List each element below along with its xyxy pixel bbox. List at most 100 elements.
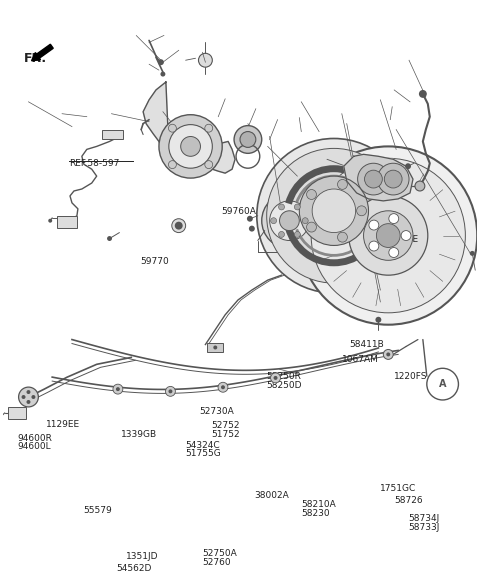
Text: FR.: FR.: [24, 52, 47, 65]
Text: 52760: 52760: [202, 558, 231, 567]
Circle shape: [307, 190, 316, 200]
Circle shape: [405, 163, 411, 169]
Circle shape: [337, 180, 348, 190]
Circle shape: [294, 204, 300, 210]
Circle shape: [300, 146, 477, 325]
Circle shape: [389, 214, 399, 224]
Circle shape: [384, 349, 393, 359]
Circle shape: [221, 385, 225, 389]
Circle shape: [168, 124, 176, 132]
Text: REF.58-597: REF.58-597: [69, 158, 120, 168]
Circle shape: [322, 204, 346, 228]
Text: 1129EE: 1129EE: [384, 235, 419, 244]
Circle shape: [234, 126, 262, 153]
Text: 58726: 58726: [394, 496, 423, 505]
Circle shape: [205, 161, 213, 168]
Circle shape: [274, 376, 277, 380]
Circle shape: [199, 53, 212, 67]
Polygon shape: [344, 154, 413, 201]
Circle shape: [240, 131, 256, 147]
Circle shape: [26, 400, 30, 404]
Text: 52750A: 52750A: [202, 549, 237, 558]
Circle shape: [279, 211, 300, 231]
FancyArrow shape: [32, 44, 53, 61]
Circle shape: [262, 193, 317, 248]
Circle shape: [358, 163, 389, 195]
Text: 51752: 51752: [212, 430, 240, 439]
Bar: [102, 130, 123, 140]
Text: 59760A: 59760A: [221, 207, 256, 217]
Bar: [207, 343, 223, 352]
Circle shape: [180, 137, 201, 156]
Circle shape: [168, 389, 172, 393]
Text: 1067AM: 1067AM: [342, 355, 379, 363]
Text: 1751GC: 1751GC: [380, 484, 416, 493]
Circle shape: [159, 114, 222, 178]
Circle shape: [271, 373, 280, 383]
Circle shape: [401, 231, 411, 241]
Circle shape: [247, 216, 253, 222]
Circle shape: [300, 176, 369, 245]
Circle shape: [337, 232, 348, 242]
Circle shape: [349, 196, 428, 275]
Text: 1339GB: 1339GB: [121, 430, 157, 439]
Text: 54324C: 54324C: [185, 441, 220, 450]
Circle shape: [213, 346, 217, 349]
Circle shape: [32, 395, 36, 399]
Text: 38002A: 38002A: [254, 491, 289, 500]
Circle shape: [278, 231, 285, 237]
Circle shape: [22, 395, 25, 399]
Text: A: A: [439, 379, 446, 389]
Circle shape: [375, 317, 381, 323]
Text: 58250D: 58250D: [266, 381, 301, 390]
Circle shape: [168, 161, 176, 168]
Circle shape: [307, 222, 316, 232]
Circle shape: [278, 204, 285, 210]
Circle shape: [158, 59, 164, 65]
Circle shape: [415, 181, 425, 191]
Circle shape: [113, 384, 123, 394]
Circle shape: [386, 352, 390, 356]
Circle shape: [312, 189, 356, 232]
Text: 52730A: 52730A: [200, 407, 234, 416]
Circle shape: [270, 201, 309, 241]
Circle shape: [369, 241, 379, 251]
Text: 59770: 59770: [140, 258, 169, 266]
Text: 1220FS: 1220FS: [394, 372, 428, 381]
Circle shape: [26, 390, 30, 394]
Circle shape: [357, 206, 367, 216]
Circle shape: [205, 124, 213, 132]
Bar: [57, 216, 77, 228]
Circle shape: [377, 163, 409, 195]
Circle shape: [384, 170, 402, 188]
Text: 58411B: 58411B: [349, 340, 384, 349]
Text: 52752: 52752: [212, 421, 240, 430]
Text: 1351JD: 1351JD: [126, 552, 158, 561]
Circle shape: [175, 222, 183, 230]
Text: 58250R: 58250R: [266, 372, 301, 381]
Polygon shape: [143, 82, 235, 176]
Circle shape: [218, 382, 228, 392]
Text: 94600L: 94600L: [17, 442, 50, 451]
Circle shape: [169, 124, 212, 168]
Circle shape: [302, 218, 308, 224]
Circle shape: [364, 170, 383, 188]
Circle shape: [363, 211, 413, 260]
Circle shape: [249, 225, 255, 232]
Circle shape: [19, 387, 38, 407]
Circle shape: [470, 251, 475, 256]
Text: 58734J: 58734J: [408, 514, 440, 524]
Circle shape: [369, 220, 379, 230]
Circle shape: [160, 72, 166, 76]
Circle shape: [389, 248, 399, 258]
Circle shape: [172, 219, 186, 232]
Circle shape: [311, 158, 466, 313]
Text: 58733J: 58733J: [408, 523, 440, 532]
Circle shape: [271, 218, 276, 224]
Circle shape: [294, 231, 300, 237]
Circle shape: [419, 90, 427, 98]
Text: 58210A: 58210A: [301, 500, 336, 509]
Circle shape: [116, 387, 120, 391]
Circle shape: [427, 368, 458, 400]
Text: 94600R: 94600R: [17, 434, 52, 443]
